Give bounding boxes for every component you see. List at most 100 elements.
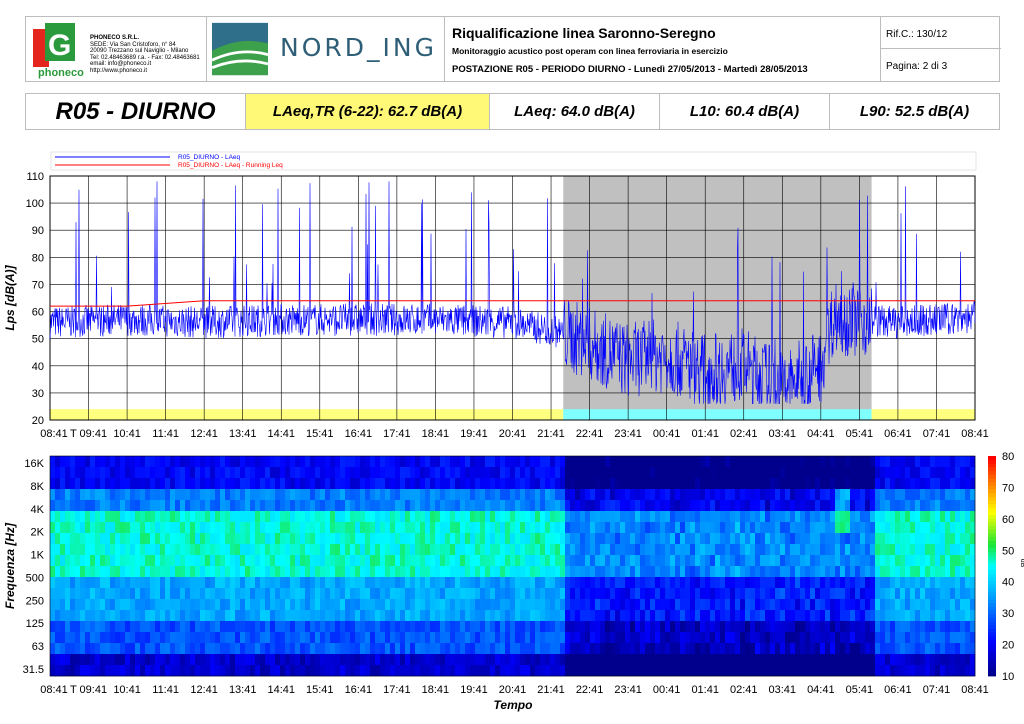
spectrogram-cell bbox=[575, 588, 581, 600]
spectrogram-cell bbox=[955, 533, 961, 545]
spectrogram-cell bbox=[645, 478, 651, 490]
x-tick-label: 05:41 bbox=[846, 428, 874, 440]
spectrogram-cell bbox=[430, 588, 436, 600]
running-leq-line bbox=[50, 300, 975, 307]
spectrogram-cell bbox=[315, 478, 321, 490]
spectrogram-cell bbox=[905, 621, 911, 633]
spectrogram-cell bbox=[795, 588, 801, 600]
x-tick-label: 17:41 bbox=[383, 428, 411, 440]
spectrogram-cell bbox=[620, 599, 626, 611]
spectrogram-cell bbox=[755, 566, 761, 578]
spectrogram-cell bbox=[500, 632, 506, 644]
spectrogram-cell bbox=[235, 467, 241, 479]
spectrogram-cell bbox=[290, 621, 296, 633]
spectrogram-cell bbox=[245, 643, 251, 655]
spectrogram-cell bbox=[925, 533, 931, 545]
spectrogram-cell bbox=[95, 478, 101, 490]
spectrogram-cell bbox=[955, 566, 961, 578]
spectrogram-cell bbox=[155, 533, 161, 545]
spectrogram-cell bbox=[210, 588, 216, 600]
spectrogram-cell bbox=[890, 533, 896, 545]
spectrogram-cell bbox=[475, 456, 481, 468]
spectrogram-cell bbox=[50, 533, 56, 545]
spectrogram-cell bbox=[755, 621, 761, 633]
spectrogram-cell bbox=[545, 577, 551, 589]
spectrogram-cell bbox=[785, 533, 791, 545]
spectrogram-cell bbox=[475, 467, 481, 479]
spectrogram-cell bbox=[290, 566, 296, 578]
spectrogram-cell bbox=[350, 588, 356, 600]
spectrogram-cell bbox=[180, 555, 186, 567]
spectrogram-cell bbox=[190, 610, 196, 622]
spectrogram-cell bbox=[280, 599, 286, 611]
spectrogram-cell bbox=[420, 654, 426, 666]
spectrogram-cell bbox=[265, 665, 271, 677]
spectrogram-cell bbox=[245, 665, 251, 677]
spectrogram-cell bbox=[580, 489, 586, 501]
spectrogram-cell bbox=[450, 467, 456, 479]
spectrogram-cell bbox=[645, 555, 651, 567]
spectrogram-cell bbox=[580, 577, 586, 589]
spectrogram-cell bbox=[235, 665, 241, 677]
spectrogram-cell bbox=[295, 632, 301, 644]
spectrogram-cell bbox=[790, 577, 796, 589]
spectrogram-cell bbox=[280, 544, 286, 556]
spectrogram-cell bbox=[635, 632, 641, 644]
spectrogram-cell bbox=[795, 577, 801, 589]
spectrogram-cell bbox=[135, 621, 141, 633]
spectrogram-cell bbox=[115, 467, 121, 479]
spectrogram-cell bbox=[935, 533, 941, 545]
spectrogram-cell bbox=[100, 643, 106, 655]
spectrogram-cell bbox=[245, 511, 251, 523]
spectrogram-cell bbox=[700, 555, 706, 567]
spectrogram-cell bbox=[790, 588, 796, 600]
spectrogram-cell bbox=[890, 632, 896, 644]
spectrogram-cell bbox=[515, 588, 521, 600]
spectrogram-cell bbox=[95, 456, 101, 468]
spectrogram-cell bbox=[905, 533, 911, 545]
spectrogram-cell bbox=[130, 643, 136, 655]
spectrogram-cell bbox=[925, 566, 931, 578]
spectrogram-cell bbox=[230, 610, 236, 622]
spectrogram-cell bbox=[855, 632, 861, 644]
spectrogram-cell bbox=[80, 467, 86, 479]
spec-y-tick-label: 500 bbox=[26, 572, 44, 584]
spectrogram-cell bbox=[540, 533, 546, 545]
spectrogram-cell bbox=[720, 654, 726, 666]
spectrogram-cell bbox=[680, 588, 686, 600]
spectrogram-cell bbox=[265, 588, 271, 600]
spectrogram-cell bbox=[575, 621, 581, 633]
spectrogram-cell bbox=[650, 478, 656, 490]
spectrogram-cell bbox=[420, 467, 426, 479]
spectrogram-cell bbox=[550, 566, 556, 578]
spectrogram-cell bbox=[295, 511, 301, 523]
spectrogram-cell bbox=[455, 555, 461, 567]
spectrogram-cell bbox=[185, 456, 191, 468]
spectrogram-cell bbox=[245, 610, 251, 622]
spectrogram-cell bbox=[95, 599, 101, 611]
spectrogram-cell bbox=[750, 522, 756, 534]
spectrogram-cell bbox=[695, 511, 701, 523]
spectrogram-cell bbox=[165, 533, 171, 545]
spectrogram-cell bbox=[885, 588, 891, 600]
spectrogram-cell bbox=[700, 643, 706, 655]
spectrogram-cell bbox=[330, 643, 336, 655]
spectrogram-cell bbox=[805, 500, 811, 512]
spectrogram-cell bbox=[525, 599, 531, 611]
spectrogram-cell bbox=[740, 654, 746, 666]
spectrogram-cell bbox=[210, 610, 216, 622]
spectrogram-cell bbox=[730, 533, 736, 545]
spectrogram-cell bbox=[355, 467, 361, 479]
spectrogram-cell bbox=[570, 511, 576, 523]
spectrogram-cell bbox=[80, 632, 86, 644]
spectrogram-cell bbox=[345, 566, 351, 578]
spectrogram-cell bbox=[715, 555, 721, 567]
spectrogram-cell bbox=[445, 467, 451, 479]
spectrogram-cell bbox=[240, 478, 246, 490]
spectrogram-cell bbox=[405, 577, 411, 589]
spectrogram-cell bbox=[155, 632, 161, 644]
spectrogram-cell bbox=[270, 511, 276, 523]
spectrogram-cell bbox=[935, 500, 941, 512]
spectrogram-cell bbox=[550, 599, 556, 611]
spectrogram-cell bbox=[120, 478, 126, 490]
